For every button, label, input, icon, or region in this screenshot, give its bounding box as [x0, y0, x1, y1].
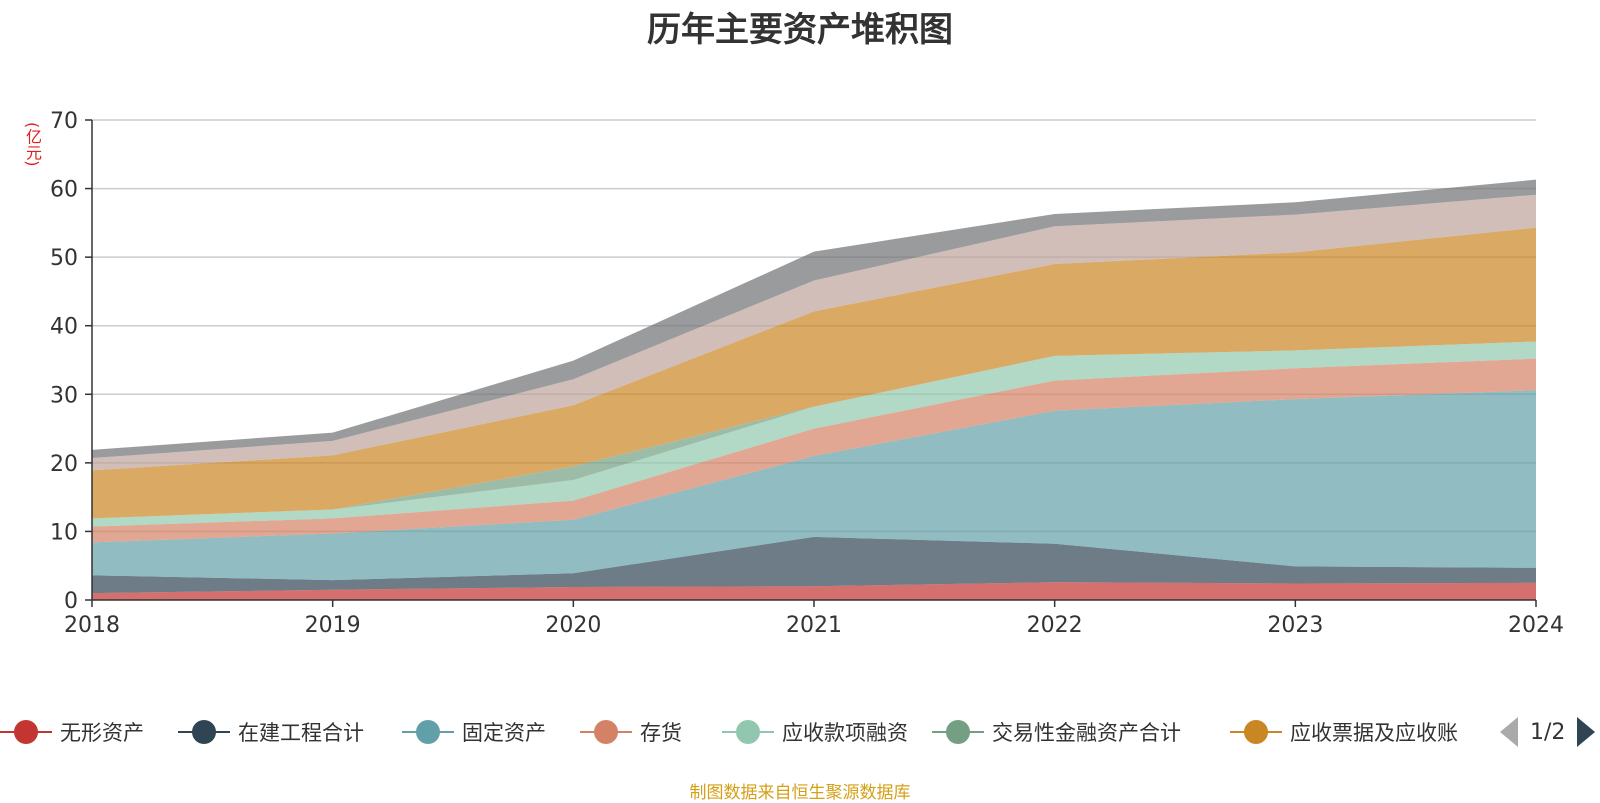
stacked-area-chart: 0 10 20 30 40 50 60 70 2018 2019 2020 2021 2022 2023 2… — [50, 109, 1564, 638]
x-tick-label: 2020 — [545, 613, 601, 638]
legend-dot — [416, 720, 440, 744]
y-tick-label: 20 — [50, 452, 78, 477]
axes: 0 10 20 30 40 50 60 70 2018 2019 2020 2021 2022 2023 2… — [50, 109, 1564, 638]
area-series-3 — [92, 390, 1536, 581]
legend-label: 无形资产 — [60, 721, 144, 745]
area-series-8 — [92, 194, 1536, 471]
legend-dot — [192, 720, 216, 744]
legend-marker-icon — [402, 712, 454, 752]
legend-item[interactable]: 应收票据及应收账 — [1230, 712, 1458, 752]
legend-page-indicator: 1/2 — [1530, 719, 1566, 745]
legend-item[interactable]: 应收款项融资 — [722, 712, 908, 752]
legend-label: 在建工程合计 — [238, 721, 364, 745]
legend-marker-icon — [932, 712, 984, 752]
legend-marker-icon — [580, 712, 632, 752]
y-tick-label: 40 — [50, 315, 78, 340]
legend-dot — [946, 720, 970, 744]
x-tick-label: 2018 — [64, 613, 120, 638]
chart-title: 历年主要资产堆积图 — [647, 10, 953, 50]
legend-dot — [736, 720, 760, 744]
legend-label: 存货 — [640, 721, 682, 745]
legend-marker-icon — [0, 712, 52, 752]
y-tick-label: 0 — [64, 589, 78, 614]
y-tick-label: 60 — [50, 178, 78, 203]
legend-item[interactable]: 无形资产 — [0, 712, 144, 752]
source-note: 制图数据来自恒生聚源数据库 — [689, 783, 911, 803]
legend-label: 应收票据及应收账 — [1290, 721, 1458, 745]
legend-next-page-icon[interactable] — [1577, 717, 1596, 747]
y-tick-label: 50 — [50, 246, 78, 271]
x-tick-label: 2024 — [1508, 613, 1564, 638]
legend-label: 交易性金融资产合计 — [992, 721, 1181, 745]
legend-marker-icon — [1230, 712, 1282, 752]
area-series-7 — [92, 227, 1536, 519]
legend-item[interactable]: 在建工程合计 — [178, 712, 364, 752]
x-tick-label: 2019 — [305, 613, 361, 638]
legend: 无形资产 在建工程合计 固定资产 存货 应收款项融资 交易性金融资产合计 应收票据及应收账 1… — [0, 712, 1600, 752]
y-tick-label: 30 — [50, 383, 78, 408]
legend-item[interactable]: 交易性金融资产合计 — [932, 712, 1181, 752]
y-tick-label: 10 — [50, 520, 78, 545]
area-series-1 — [92, 582, 1536, 600]
legend-dot — [14, 720, 38, 744]
x-tick-label: 2023 — [1267, 613, 1323, 638]
legend-dot — [594, 720, 618, 744]
legend-item[interactable]: 存货 — [580, 712, 682, 752]
legend-pager: 1/2 — [1500, 712, 1596, 752]
area-series-layer — [92, 179, 1536, 600]
legend-marker-icon — [178, 712, 230, 752]
legend-prev-page-icon[interactable] — [1500, 717, 1518, 747]
x-tick-label: 2021 — [786, 613, 842, 638]
area-series-4 — [92, 358, 1536, 543]
legend-dot — [1244, 720, 1268, 744]
y-axis-unit: (亿元) — [23, 122, 42, 167]
legend-label: 应收款项融资 — [782, 721, 908, 745]
legend-marker-icon — [722, 712, 774, 752]
area-series-2 — [92, 536, 1536, 594]
x-tick-label: 2022 — [1027, 613, 1083, 638]
area-series-5 — [92, 341, 1536, 527]
legend-label: 固定资产 — [462, 721, 546, 745]
y-tick-label: 70 — [50, 109, 78, 134]
legend-item[interactable]: 固定资产 — [402, 712, 546, 752]
